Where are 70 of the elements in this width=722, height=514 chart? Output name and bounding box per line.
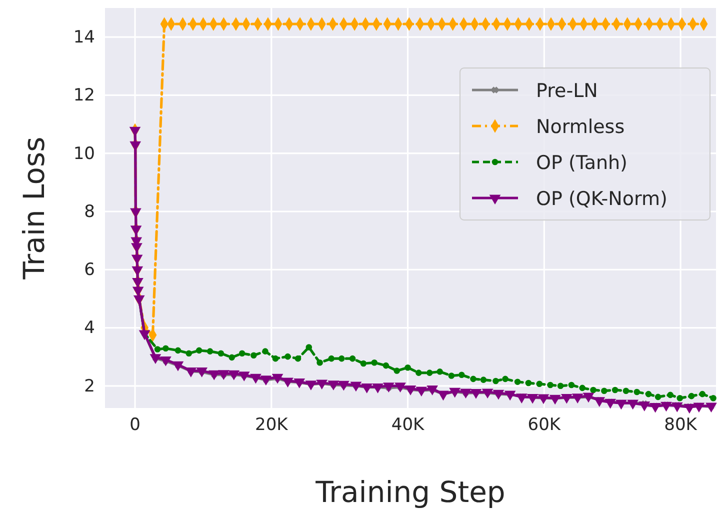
point [514,378,521,385]
point [436,368,443,375]
point [601,388,608,394]
y-tick-label: 2 [84,376,95,396]
point [536,380,543,388]
point [426,370,433,376]
legend-label: OP (Tanh) [536,152,628,174]
legend-label: Pre-LN [536,80,598,102]
y-tick-label: 4 [84,318,95,338]
y-tick-label: 14 [73,28,95,48]
point [196,347,202,354]
point [394,368,400,374]
point [250,352,257,359]
point [228,354,235,361]
y-axis-title: Train Loss [17,136,51,280]
point [480,376,487,383]
point [676,394,684,402]
y-tick-label: 12 [73,86,95,106]
x-tick-label: 60K [528,415,562,436]
point [272,355,279,362]
point [206,348,214,354]
legend-label: Normless [536,116,625,138]
y-tick-label: 10 [73,144,95,164]
point [568,382,575,388]
point [470,376,476,382]
point [284,353,291,360]
point [699,390,706,398]
point [382,362,390,369]
point [154,346,161,352]
point [316,360,323,366]
x-tick-label: 20K [255,415,289,436]
point [622,388,630,394]
point [612,386,618,394]
point [458,372,465,378]
point [634,388,640,396]
point [590,386,596,394]
point [328,355,335,362]
point [218,350,224,356]
point [162,345,169,352]
point [404,364,411,371]
point [306,344,312,350]
point [360,360,367,367]
point [294,355,302,362]
point [710,394,716,402]
point [667,392,674,398]
point [645,390,652,398]
point [502,376,508,382]
point [238,350,246,356]
x-tick-label: 40K [391,415,426,436]
point [547,382,554,388]
point [186,350,192,356]
point [262,348,268,354]
point [688,392,695,400]
point [338,355,345,362]
point [557,382,564,390]
x-tick-label: 0 [130,415,140,436]
x-tick-label: 80K [664,415,698,436]
point [174,347,182,354]
legend-label: OP (QK-Norm) [536,188,668,210]
point [492,378,499,384]
point [371,360,378,366]
x-axis-title: Training Step [314,475,506,509]
point [448,372,455,379]
point [525,380,532,386]
y-tick-label: 6 [84,260,95,280]
point [579,384,586,392]
y-tick-label: 8 [84,202,95,222]
point [349,355,356,362]
point [654,394,662,400]
point [416,370,422,376]
